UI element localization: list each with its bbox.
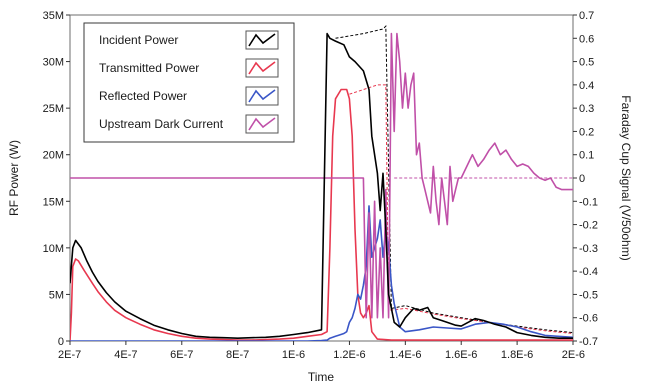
legend: Incident Power Transmitted Power Reflected… <box>83 22 295 143</box>
y2-tick-label: -0.6 <box>579 313 598 325</box>
y-axis-title: RF Power (W) <box>7 140 21 216</box>
y2-tick-label: 0 <box>579 173 585 185</box>
legend-swatch <box>245 86 279 106</box>
y2-tick-label: -0.1 <box>579 196 598 208</box>
x-axis: 2E-7 4E-7 6E-7 8E-7 1E-6 1.2E-6 1.4E-6 1.6E-6 1.… <box>58 341 585 361</box>
x-tick-label: 1.6E-6 <box>445 349 477 361</box>
legend-swatch <box>245 58 279 78</box>
series-line-transmitted-power <box>70 88 573 341</box>
y-tick-label: 0 <box>58 336 64 348</box>
y-tick-label: 15M <box>43 196 64 208</box>
legend-label: Reflected Power <box>99 89 187 103</box>
x-tick-label: 1.4E-6 <box>389 349 421 361</box>
legend-label: Upstream Dark Current <box>99 117 224 131</box>
x-tick-label: 4E-7 <box>114 349 137 361</box>
y2-tick-label: 0.7 <box>579 10 594 22</box>
y-tick-label: 30M <box>43 57 64 69</box>
y2-tick-label: -0.7 <box>579 336 598 348</box>
y2-tick-label: -0.4 <box>579 266 598 278</box>
x-tick-label: 8E-7 <box>226 349 249 361</box>
y2-tick-label: 0.2 <box>579 126 594 138</box>
y-tick-label: 25M <box>43 103 64 115</box>
reference-line <box>335 25 573 334</box>
x-tick-label: 1.8E-6 <box>501 349 533 361</box>
legend-swatch-line <box>248 33 276 47</box>
y-tick-label: 35M <box>43 10 64 22</box>
x-tick-label: 2E-7 <box>58 349 81 361</box>
y2-axis-title: Faraday Cup Signal (V/50ohm) <box>619 95 633 260</box>
x-tick-label: 6E-7 <box>170 349 193 361</box>
series-lines <box>70 32 573 341</box>
y2-tick-label: 0.1 <box>579 150 594 162</box>
y2-tick-label: -0.3 <box>579 243 598 255</box>
x-axis-title: Time <box>308 370 335 382</box>
y2-tick-label: 0.6 <box>579 33 594 45</box>
legend-label: Transmitted Power <box>99 61 199 75</box>
y-tick-label: 5M <box>49 289 64 301</box>
y2-tick-label: 0.3 <box>579 103 594 115</box>
legend-swatch-line <box>248 89 276 103</box>
legend-swatch-line <box>248 61 276 75</box>
y-axis-left: 0 5M 10M 15M 20M 25M 30M 35M <box>43 10 70 348</box>
y2-tick-label: -0.5 <box>579 289 598 301</box>
y2-tick-label: 0.5 <box>579 57 594 69</box>
reference-lines <box>335 25 573 334</box>
legend-swatch <box>245 114 279 134</box>
y2-tick-label: 0.4 <box>579 80 594 92</box>
series-line-reflected-power <box>70 205 573 341</box>
y-axis-right: -0.7 -0.6 -0.5 -0.4 -0.3 -0.2 -0.1 0 0.1 0.2 0.3 0.… <box>573 10 598 348</box>
legend-label: Incident Power <box>99 33 178 47</box>
legend-swatch-line <box>248 117 276 131</box>
y2-tick-label: -0.2 <box>579 220 598 232</box>
y-tick-label: 10M <box>43 243 64 255</box>
y-tick-label: 20M <box>43 150 64 162</box>
x-tick-label: 1E-6 <box>282 349 305 361</box>
x-tick-label: 1.2E-6 <box>333 349 365 361</box>
series-line-incident-power <box>70 32 573 340</box>
reference-line <box>349 84 573 334</box>
series-line-upstream-dark-current <box>70 32 573 319</box>
legend-swatch <box>245 30 279 50</box>
x-tick-label: 2E-6 <box>562 349 585 361</box>
